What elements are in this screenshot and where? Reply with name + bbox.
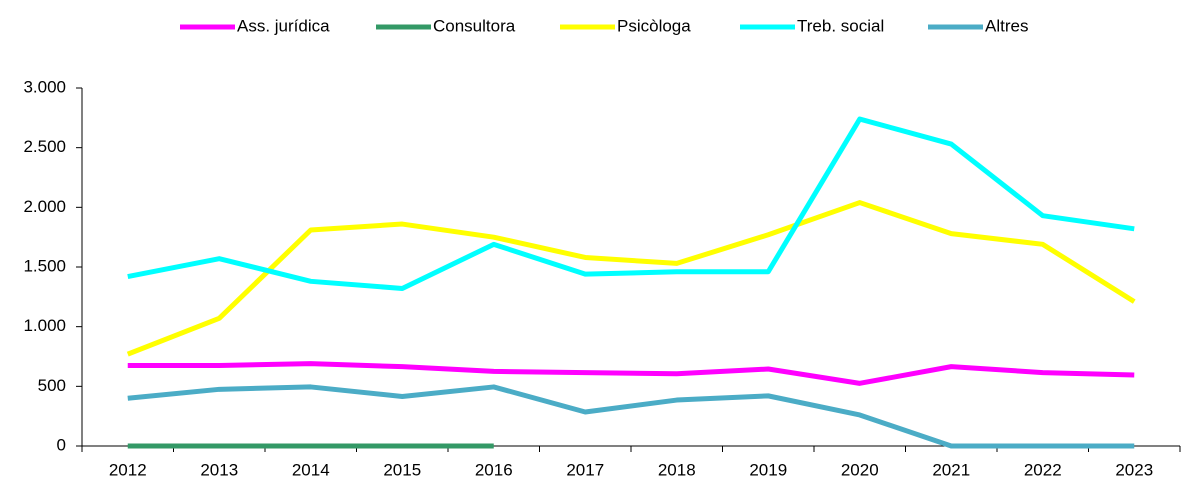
legend-label: Ass. jurídica <box>237 16 330 35</box>
y-tick-label: 0 <box>57 435 66 454</box>
x-tick-label: 2023 <box>1115 460 1153 479</box>
legend-label: Treb. social <box>797 16 884 35</box>
y-tick-label: 2.500 <box>23 137 66 156</box>
x-tick-label: 2021 <box>932 460 970 479</box>
y-tick-label: 1.500 <box>23 256 66 275</box>
series-line <box>127 361 1135 386</box>
x-tick-label: 2020 <box>841 460 879 479</box>
x-tick-label: 2016 <box>475 460 513 479</box>
legend-label: Consultora <box>433 16 516 35</box>
legend-label: Altres <box>985 16 1028 35</box>
series-line <box>126 200 1136 357</box>
series-line <box>127 384 1135 449</box>
x-tick-label: 2019 <box>749 460 787 479</box>
series-line <box>127 116 1135 291</box>
x-tick-label: 2014 <box>292 460 330 479</box>
y-tick-label: 2.000 <box>23 197 66 216</box>
x-tick-label: 2015 <box>383 460 421 479</box>
x-tick-label: 2018 <box>658 460 696 479</box>
x-tick-label: 2012 <box>109 460 147 479</box>
y-tick-label: 500 <box>38 376 66 395</box>
y-tick-label: 1.000 <box>23 316 66 335</box>
x-tick-label: 2017 <box>566 460 604 479</box>
x-tick-label: 2022 <box>1024 460 1062 479</box>
legend-label: Psicòloga <box>617 16 691 35</box>
y-tick-label: 3.000 <box>23 77 66 96</box>
x-tick-label: 2013 <box>200 460 238 479</box>
